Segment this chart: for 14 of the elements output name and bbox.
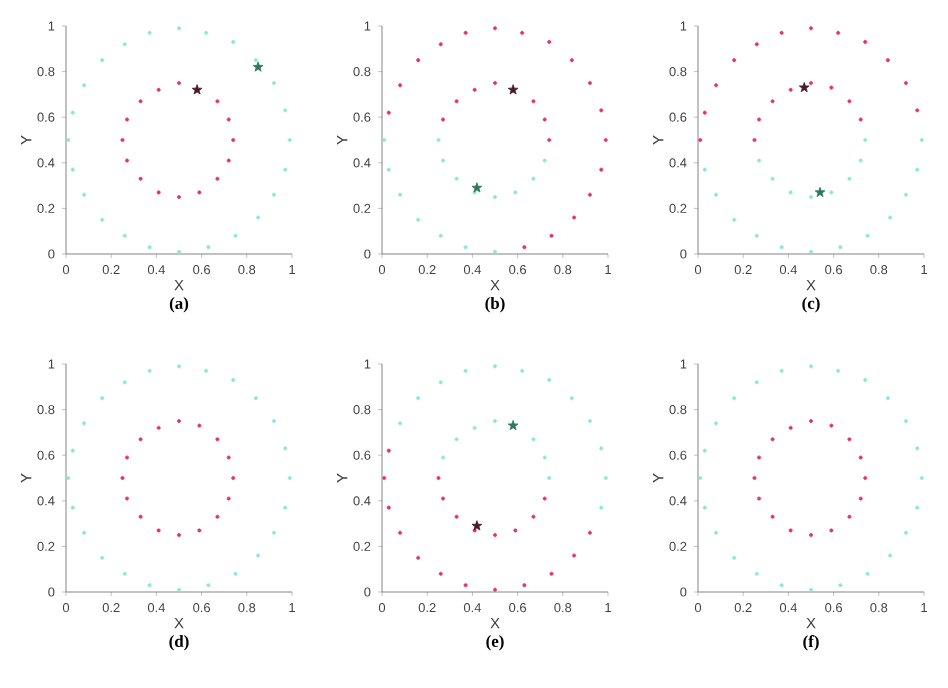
point [471,182,483,193]
text: (e) [486,635,504,651]
text: (d) [169,635,189,651]
text: (f) [803,635,819,651]
point [252,61,264,72]
point [507,419,519,431]
point [814,186,826,198]
point [471,520,483,531]
point [191,84,203,95]
text: (b) [485,297,505,313]
point [507,84,519,95]
point [798,81,810,93]
text: (c) [802,297,820,313]
text: (a) [169,297,189,313]
